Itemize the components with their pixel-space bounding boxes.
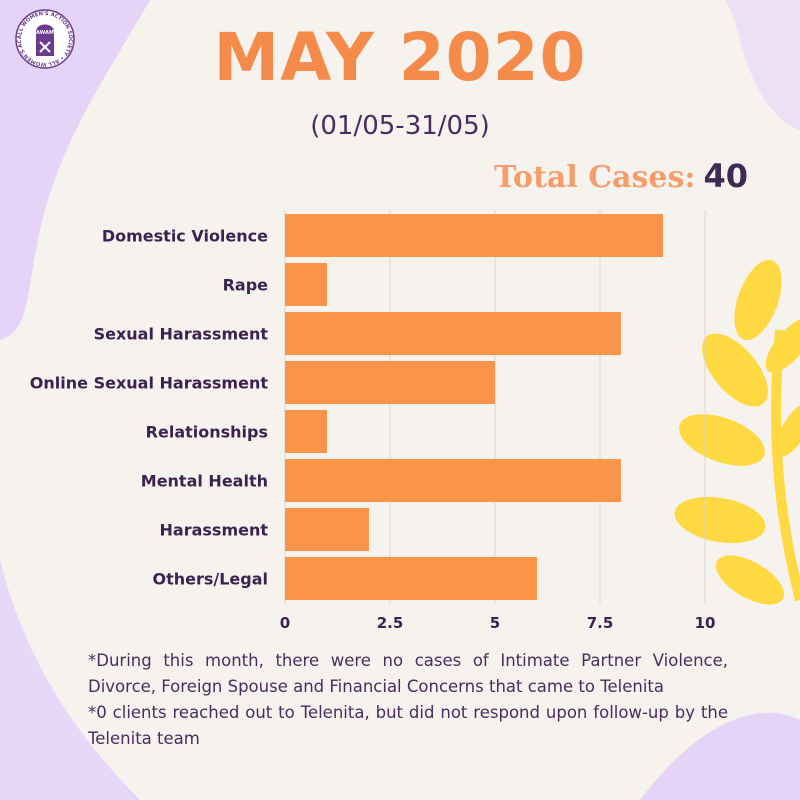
bar: [285, 263, 327, 306]
date-range: (01/05-31/05): [310, 111, 490, 141]
bar: [285, 214, 663, 257]
category-label: Rape: [223, 276, 269, 295]
bar: [285, 459, 621, 502]
x-tick-label: 2.5: [377, 614, 404, 632]
logo-text: AWAM: [36, 30, 54, 36]
lavender-blob-top-right: [725, 0, 800, 130]
category-label: Relationships: [146, 423, 268, 442]
bar: [285, 410, 327, 453]
x-tick-label: 0: [280, 614, 290, 632]
footnotes: *During this month, there were no cases …: [88, 648, 728, 752]
total-cases-value: 40: [703, 157, 748, 195]
yellow-leaf-branch-icon: [674, 259, 800, 605]
category-label: Others/Legal: [152, 570, 268, 589]
lavender-blob-top-left: [0, 0, 150, 340]
total-cases-label: Total Cases:: [494, 160, 696, 195]
category-label: Mental Health: [141, 472, 268, 491]
bar: [285, 312, 621, 355]
page-title: MAY 2020: [213, 19, 587, 96]
footnote-1: *During this month, there were no cases …: [88, 651, 728, 696]
bar: [285, 508, 369, 551]
x-tick-label: 5: [490, 614, 500, 632]
category-label: Online Sexual Harassment: [30, 374, 269, 393]
category-label: Sexual Harassment: [94, 325, 269, 344]
bar: [285, 361, 495, 404]
chart-tick-labels: 0 2.5 5 7.5 10: [280, 614, 716, 632]
lavender-blob-bottom-right: [640, 712, 800, 800]
bar: [285, 557, 537, 600]
awam-logo: ALL WOMEN'S ACTION SOCIETY • ALL WOMEN'S…: [14, 8, 75, 69]
chart-category-labels: Domestic Violence Rape Sexual Harassment On…: [30, 227, 269, 589]
x-tick-label: 10: [695, 614, 716, 632]
lavender-blob-bottom-left: [0, 560, 140, 800]
x-tick-label: 7.5: [587, 614, 614, 632]
category-label: Harassment: [160, 521, 269, 540]
footnote-2: *0 clients reached out to Telenita, but …: [88, 703, 728, 748]
category-label: Domestic Violence: [102, 227, 268, 246]
chart-bars: [285, 214, 663, 600]
total-cases: Total Cases: 40: [494, 156, 748, 202]
